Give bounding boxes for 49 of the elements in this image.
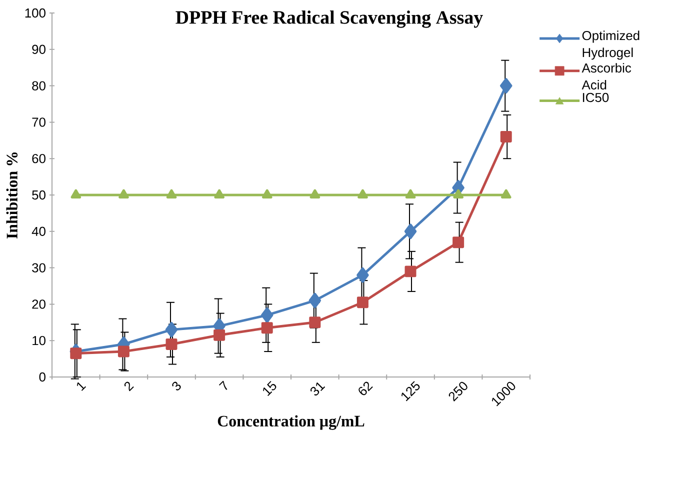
point: [309, 316, 321, 328]
point: [214, 329, 226, 341]
point: [452, 236, 464, 248]
point: [261, 322, 273, 334]
y-tick-label: 70: [32, 118, 46, 127]
y-tick-label: 100: [25, 8, 46, 18]
legend-label: Ascorbic Acid: [582, 63, 632, 90]
point: [165, 322, 178, 338]
point: [70, 189, 82, 198]
point: [118, 346, 130, 358]
point: [166, 338, 178, 350]
x-tick-label: 15: [263, 380, 276, 396]
point: [166, 189, 177, 198]
x-axis-title: Concentration µg/mL: [218, 415, 364, 430]
y-tick-label: 30: [32, 263, 46, 272]
point: [70, 348, 82, 360]
x-tick-label: 2: [124, 382, 134, 392]
point: [405, 189, 416, 198]
y-tick-label: 20: [32, 300, 46, 309]
y-tick-label: 80: [32, 81, 46, 90]
point: [404, 224, 417, 240]
chart-title: DPPH Free Radical Scavenging Assay: [176, 10, 483, 28]
y-tick-label: 0: [39, 372, 46, 382]
x-tick-label: 125: [401, 381, 420, 402]
point: [310, 189, 320, 198]
y-tick-label: 10: [32, 336, 46, 346]
point: [500, 189, 512, 198]
y-tick-label: 50: [32, 190, 46, 200]
y-axis-title: Inhibition %: [6, 152, 18, 239]
point: [262, 189, 272, 198]
x-tick-label: 250: [448, 382, 468, 402]
x-tick-label: 1: [76, 382, 86, 391]
legend-label: Optimized Hydrogel: [582, 30, 640, 60]
point: [356, 296, 368, 308]
point: [358, 189, 368, 198]
y-tick-label: 90: [32, 44, 46, 54]
point: [118, 189, 129, 198]
point: [260, 307, 274, 323]
x-tick-label: 7: [218, 380, 228, 390]
point: [404, 266, 416, 278]
y-tick-label: 40: [32, 226, 46, 236]
point: [214, 189, 224, 198]
legend-label: IC50: [582, 92, 609, 102]
x-tick-label: 31: [310, 382, 326, 396]
point: [356, 267, 369, 283]
x-tick-label: 62: [358, 382, 373, 396]
x-tick-label: 3: [172, 382, 181, 390]
y-tick-label: 60: [32, 154, 46, 164]
point: [453, 189, 464, 198]
